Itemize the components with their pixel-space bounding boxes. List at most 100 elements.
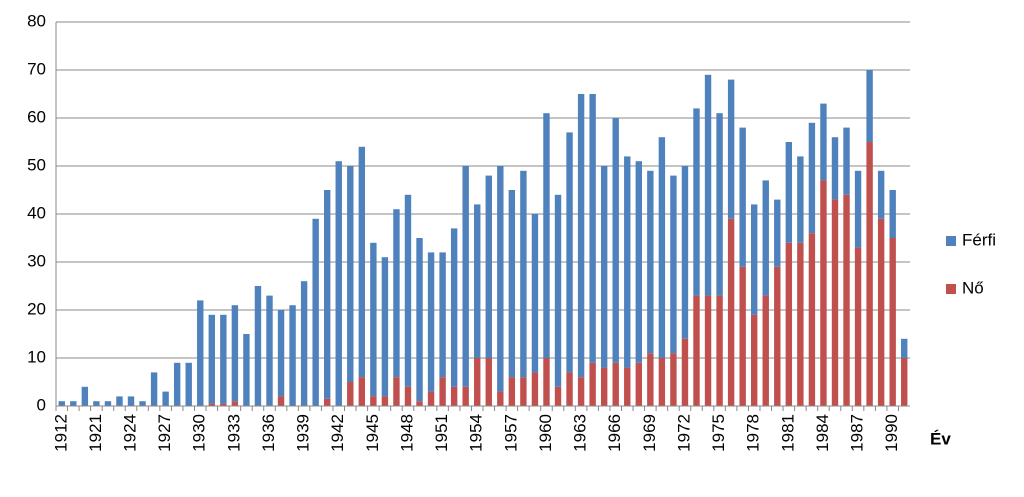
bar-segment [693,108,700,296]
bar-segment [566,132,573,373]
bar-segment [831,199,839,406]
y-tick-label: 20 [27,299,46,318]
bar-segment [670,175,677,354]
bar-segment [751,204,758,315]
x-tick-label: 1951 [432,414,451,452]
x-tick-label: 1969 [640,414,659,452]
bar-segment [208,314,215,404]
y-tick-label: 10 [27,347,46,366]
bar-segment [312,218,319,406]
bar-segment [289,305,296,406]
bar-segment [231,401,239,406]
bar-segment [762,295,769,406]
bar-segment [658,358,666,406]
bar-segment [889,190,896,238]
bar-segment [139,401,146,406]
bar-segment [347,382,354,406]
x-tick-label: 1957 [501,414,520,452]
bar-segment [670,353,677,406]
bar-segment [450,228,458,387]
bar-segment [508,377,516,406]
legend-label: Nő [962,278,984,297]
x-tick-label: 1942 [328,414,347,452]
x-tick-label: 1921 [86,414,105,452]
bar-segment [300,281,308,406]
bar-segment [716,295,723,406]
bar-segment [808,122,816,234]
bar-segment [208,403,215,406]
bar-segment [70,401,77,406]
bar-segment [116,396,123,406]
bar-segment [624,367,631,406]
x-tick-label: 1960 [536,414,555,452]
bar-segment [393,209,400,378]
legend-label: Férfi [962,230,996,249]
bar-segment [173,362,181,406]
bar-segment [901,338,908,358]
bar-segment [358,377,366,406]
bar-segment [543,113,550,358]
x-tick-label: 1978 [744,414,763,452]
x-tick-label: 1966 [605,414,624,452]
y-tick-label: 50 [27,155,46,174]
bar-segment [797,242,804,406]
bar-segment [797,156,804,243]
bar-segment [635,362,642,406]
bar-segment [589,94,596,363]
bar-segment [877,170,885,219]
bar-segment [231,305,239,402]
bar-segment [554,386,562,406]
bar-segment [820,180,827,406]
bar-segment [347,166,354,382]
bar-segment [577,94,585,378]
bar-segment [404,194,412,387]
bar-segment [704,74,712,296]
y-tick-label: 40 [27,203,46,222]
bar-segment [612,118,619,363]
bar-segment [508,190,516,378]
bar-segment [831,137,839,200]
x-tick-label: 1972 [674,414,693,452]
bar-segment [104,401,112,406]
bar-segment [404,386,412,406]
bar-segment [439,252,446,378]
bar-segment [474,204,481,358]
x-tick-label: 1924 [120,414,139,452]
bar-segment [820,103,827,181]
bar-segment [485,175,492,358]
x-tick-label: 1954 [467,414,486,452]
bar-segment [381,257,389,397]
bar-segment [197,300,204,406]
bar-segment [877,218,885,406]
bar-segment [220,403,227,406]
bar-segment [774,199,781,267]
bar-segment [324,398,331,406]
bar-segment [277,310,285,397]
bar-segment [762,180,769,296]
bar-segment [658,137,666,358]
bar-segment [58,401,65,406]
bar-segment [485,358,492,406]
bar-segment [127,396,135,406]
bar-segment [93,401,100,406]
bar-segment [185,362,192,406]
bar-segment [439,377,446,406]
bar-segment [427,391,435,406]
bar-segment [624,156,631,368]
bar-segment [381,396,389,406]
legend-swatch [946,236,956,246]
bar-segment [843,127,850,195]
bar-segment [254,286,262,406]
bar-segment [785,142,793,243]
bar-segment [370,242,377,397]
y-tick-label: 0 [37,395,46,414]
y-tick-label: 80 [27,11,46,30]
bar-segment [531,214,539,373]
bar-segment [150,372,158,406]
bar-segment [243,334,250,406]
bar-segment [854,170,862,248]
bar-segment [739,266,746,406]
bar-segment [647,170,654,354]
bar-segment [462,386,469,406]
